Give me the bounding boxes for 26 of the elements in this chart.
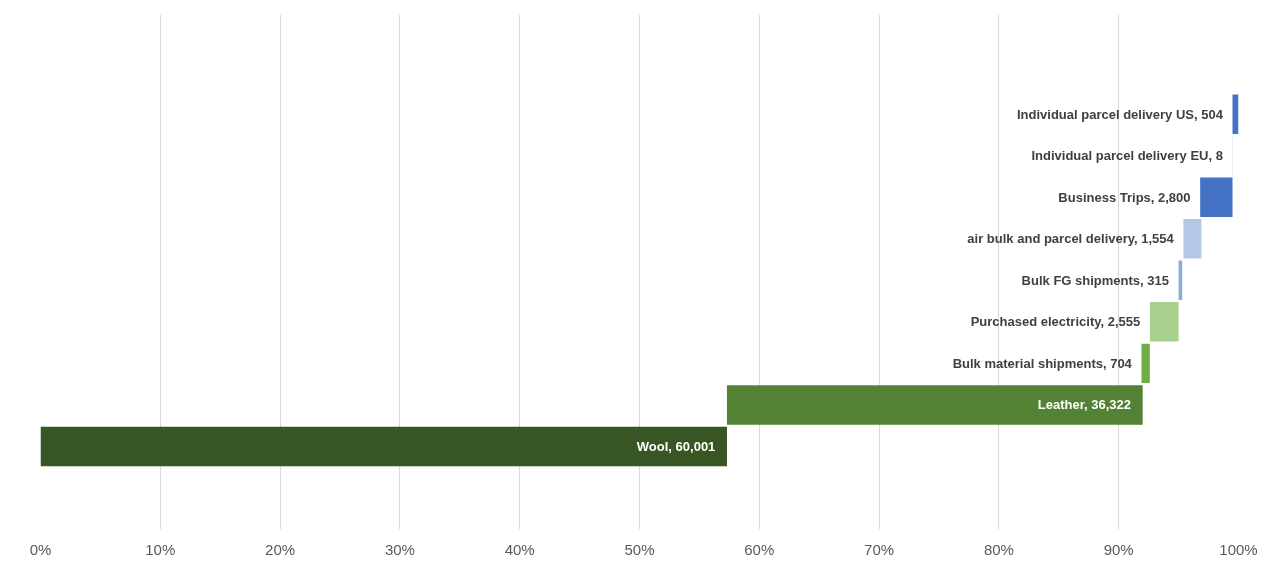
y-tick-label: Bulk FG shipments, 315: [1021, 272, 1169, 288]
x-tick-label: 10%: [145, 540, 176, 558]
x-tick-label: 20%: [265, 540, 296, 558]
y-tick-label: Leather, 36,322: [1037, 397, 1132, 413]
y-tick-label: Bulk material shipments, 704: [952, 355, 1133, 371]
y-tick-label: air bulk and parcel delivery, 1,554: [967, 231, 1175, 247]
y-tick-label: Individual parcel delivery EU, 8: [1031, 148, 1223, 164]
x-tick-label: 40%: [504, 540, 535, 558]
y-tick-label: Purchased electricity, 2,555: [970, 314, 1141, 330]
x-tick-label: 30%: [384, 540, 415, 558]
x-tick-label: 70%: [864, 540, 895, 558]
bar: [1200, 177, 1233, 217]
bar: [40, 426, 727, 467]
x-tick-label: 90%: [1103, 540, 1134, 558]
bar: [726, 385, 1143, 425]
y-tick-label: Individual parcel delivery US, 504: [1016, 106, 1224, 122]
x-tick-label: 60%: [744, 540, 775, 558]
bar: [1141, 343, 1150, 384]
x-tick-label: 50%: [624, 540, 655, 558]
bar: [1183, 219, 1202, 259]
bar: [1149, 302, 1179, 342]
y-tick-label: Business Trips, 2,800: [1058, 189, 1191, 205]
y-tick-label: Wool, 60,001: [636, 438, 716, 454]
x-tick-label: 0%: [29, 540, 52, 558]
x-tick-label: 100%: [1219, 540, 1258, 558]
x-tick-label: 80%: [983, 540, 1014, 558]
